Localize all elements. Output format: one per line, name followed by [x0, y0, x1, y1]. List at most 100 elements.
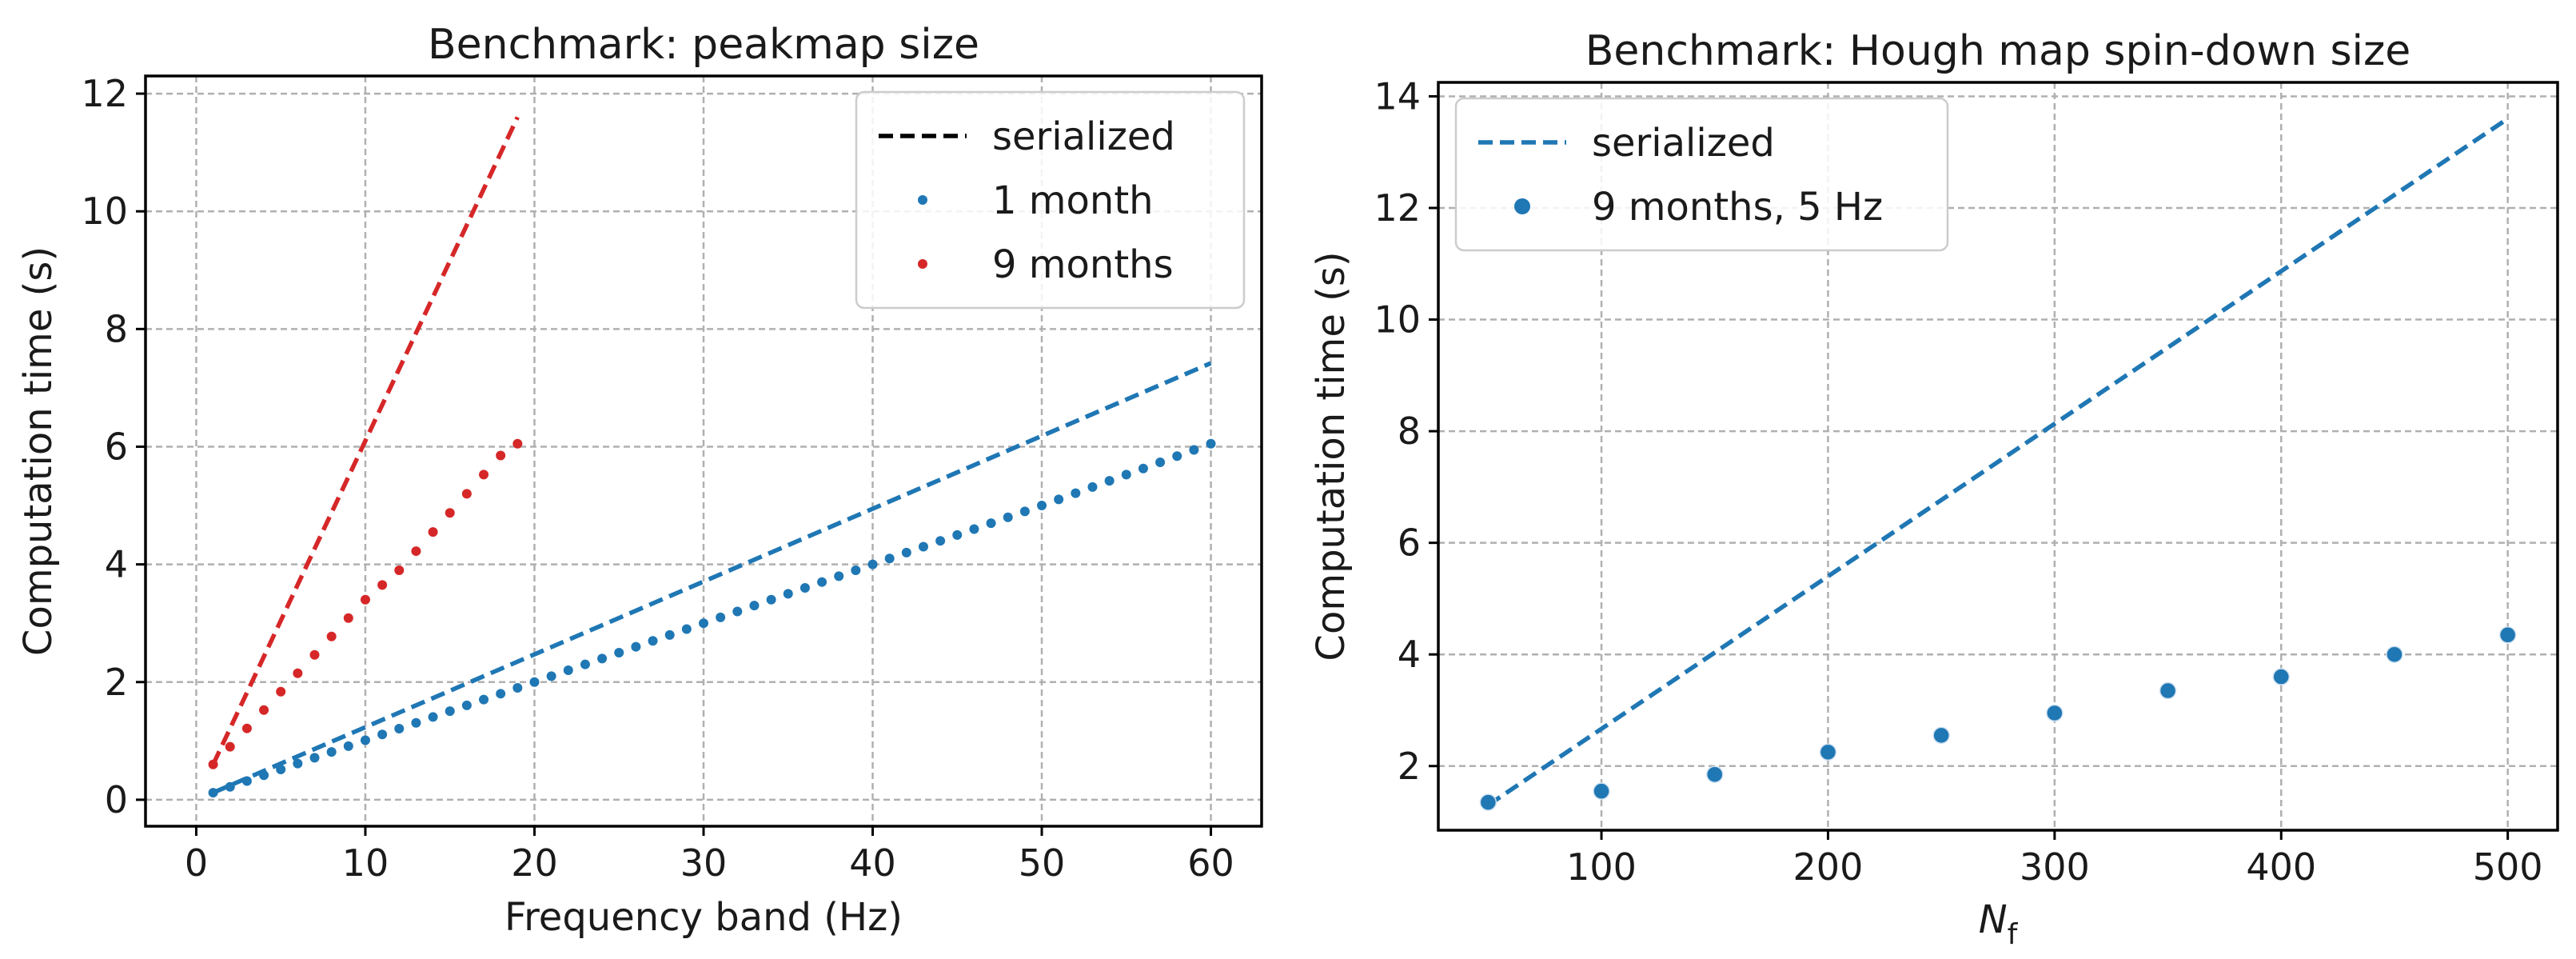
data-point — [901, 547, 911, 557]
data-point — [293, 668, 303, 678]
data-point — [411, 546, 421, 557]
data-point — [2386, 645, 2403, 663]
data-point — [208, 759, 218, 769]
chart-title: Benchmark: Hough map spin-down size — [1585, 27, 2411, 75]
data-point — [326, 631, 337, 641]
x-tick-label: 60 — [1187, 841, 1234, 885]
data-point — [664, 629, 675, 640]
data-point — [1121, 470, 1131, 480]
data-point — [343, 741, 353, 751]
y-tick-label: 2 — [1398, 745, 1421, 788]
data-point — [259, 705, 269, 715]
data-point — [529, 677, 540, 687]
data-point — [377, 580, 388, 590]
data-point — [716, 612, 726, 622]
legend-label: 1 month — [992, 178, 1154, 223]
data-point — [445, 508, 455, 518]
ticks: 0 10 20 30 40 50 60 0 2 4 6 8 10 12 — [81, 72, 1234, 885]
data-point — [428, 712, 438, 722]
y-tick-label: 12 — [81, 72, 128, 115]
data-point — [360, 735, 370, 745]
legend-box — [855, 90, 1246, 310]
data-point — [597, 653, 608, 664]
data-point — [1172, 451, 1182, 462]
ticks: 100 200 300 400 500 2 4 6 8 10 12 14 — [1374, 74, 2542, 889]
data-point — [496, 450, 506, 461]
data-point — [1189, 445, 1199, 455]
y-axis-label: Computation time (s) — [16, 246, 61, 656]
data-point — [360, 594, 370, 605]
x-axis-label-subscript: f — [2008, 918, 2019, 951]
data-point — [2046, 704, 2064, 722]
x-tick-label: 30 — [680, 841, 728, 885]
data-point — [394, 565, 405, 575]
data-point — [783, 589, 793, 599]
chart-hough-map-spin-down: 100 200 300 400 500 2 4 6 8 10 12 14 Benchmark: Houg… — [1309, 27, 2559, 951]
data-point — [2159, 681, 2177, 700]
data-point — [411, 717, 421, 728]
y-tick-label: 10 — [81, 190, 128, 233]
legend: serialized 1 month 9 months — [855, 90, 1246, 310]
series-line-0 — [1486, 117, 2510, 807]
data-point — [2272, 668, 2291, 685]
x-axis-label: Frequency band (Hz) — [504, 895, 903, 940]
data-point — [1479, 793, 1497, 811]
data-point — [1705, 765, 1724, 783]
y-tick-label: 14 — [1374, 74, 1421, 118]
data-point — [867, 559, 878, 569]
data-point — [512, 438, 523, 449]
data-point — [935, 536, 946, 546]
series-line-0 — [212, 361, 1212, 795]
data-point — [834, 571, 844, 581]
data-point — [343, 613, 353, 623]
x-tick-label: 500 — [2473, 845, 2543, 889]
data-point — [969, 524, 979, 534]
data-point — [1593, 782, 1610, 800]
y-tick-label: 4 — [105, 543, 128, 586]
data-point — [952, 529, 963, 540]
data-point — [851, 565, 861, 575]
legend-box — [1454, 97, 1949, 252]
legend-swatch-point — [1514, 198, 1530, 214]
x-tick-label: 300 — [2020, 845, 2090, 889]
data-point — [479, 694, 489, 705]
plot-frame — [1437, 81, 2559, 832]
data-point — [479, 470, 489, 480]
data-point — [1206, 438, 1216, 449]
x-axis-label: Nf — [1979, 897, 2019, 951]
data-point — [241, 776, 252, 786]
data-point — [326, 747, 337, 757]
data-point — [461, 489, 472, 499]
legend-label: serialized — [1592, 121, 1775, 166]
series-points-1 — [1479, 626, 2517, 811]
data-point — [732, 606, 743, 617]
data-point — [276, 686, 286, 697]
legend-swatch-point — [918, 195, 927, 205]
data-point — [276, 764, 286, 774]
data-point — [580, 659, 590, 669]
data-point — [309, 753, 320, 763]
data-point — [918, 541, 928, 552]
x-tick-label: 200 — [1793, 845, 1864, 889]
data-point — [428, 527, 438, 537]
series-line-1 — [211, 116, 520, 765]
data-point — [1054, 494, 1064, 505]
x-tick-label: 100 — [1566, 845, 1637, 889]
x-axis-label-main: N — [1979, 897, 2008, 942]
data-point — [648, 636, 658, 646]
legend-label: serialized — [992, 114, 1175, 159]
y-tick-label: 6 — [1398, 521, 1421, 565]
y-tick-label: 6 — [105, 425, 128, 468]
data-point — [445, 706, 455, 717]
data-point — [496, 689, 506, 699]
y-tick-label: 2 — [105, 661, 128, 704]
data-point — [1019, 506, 1030, 517]
legend-label: 9 months — [992, 242, 1174, 287]
data-point — [800, 583, 810, 593]
series-points-2 — [208, 438, 1216, 798]
y-tick-label: 8 — [1398, 410, 1421, 453]
data-point — [699, 618, 708, 629]
data-point — [1003, 512, 1013, 522]
x-tick-label: 40 — [849, 841, 896, 885]
data-point — [259, 770, 269, 781]
